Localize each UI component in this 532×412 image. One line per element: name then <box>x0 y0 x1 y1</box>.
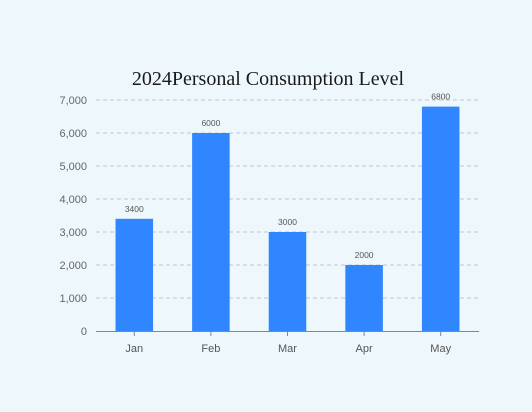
data-label: 3000 <box>278 217 297 227</box>
x-tick-label: Feb <box>201 343 220 355</box>
x-tick-label: Mar <box>278 343 297 355</box>
bar <box>115 218 154 331</box>
y-tick-label: 5,000 <box>59 161 87 173</box>
y-tick-label: 4,000 <box>59 194 87 206</box>
data-label: 6800 <box>431 92 450 102</box>
bar <box>192 133 230 331</box>
x-tick-label: Apr <box>356 343 373 355</box>
x-tick-label: Jan <box>125 343 143 355</box>
x-axis: Jan Feb Mar Apr May <box>96 331 479 355</box>
y-tick-label: 1,000 <box>59 293 87 305</box>
bar <box>345 265 383 331</box>
y-axis: 0 1,000 2,000 3,000 4,000 5,000 6,000 7,000 <box>59 95 87 338</box>
y-tick-label: 0 <box>81 326 87 338</box>
y-tick-label: 6,000 <box>59 128 87 140</box>
bars <box>115 106 460 331</box>
x-tick-label: May <box>430 343 451 355</box>
y-tick-label: 7,000 <box>59 95 87 107</box>
data-label: 2000 <box>355 250 374 260</box>
data-labels: 3400 6000 3000 2000 6800 <box>125 92 451 260</box>
bar <box>421 106 460 331</box>
chart-title: 2024Personal Consumption Level <box>132 68 405 90</box>
y-tick-label: 3,000 <box>59 227 87 239</box>
data-label: 6000 <box>201 118 220 128</box>
data-label: 3400 <box>125 204 144 214</box>
y-tick-label: 2,000 <box>59 260 87 272</box>
bar <box>268 232 307 331</box>
